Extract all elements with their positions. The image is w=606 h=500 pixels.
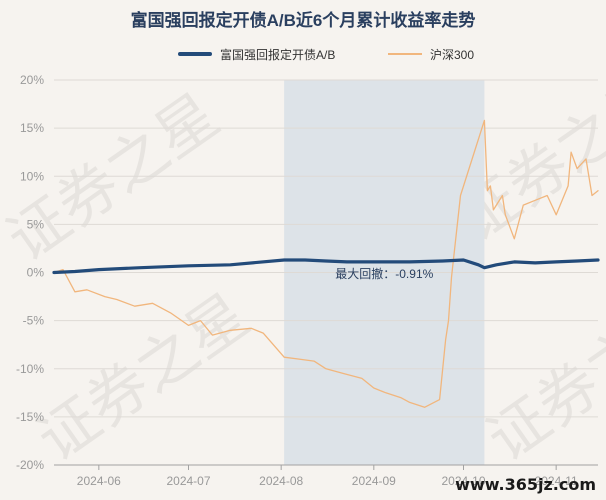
chart-title: 富国强回报定开债A/B近6个月累计收益率走势 [130,11,476,30]
y-tick-label: 15% [20,121,44,135]
y-tick-label: 5% [27,217,45,231]
x-tick-label: 2024-08 [259,474,303,488]
x-tick-label: 2024-07 [166,474,210,488]
x-tick-label: 2024-10 [441,474,485,488]
site-brand-text: www.365jz.com [455,475,596,494]
y-tick-label: 0% [27,266,45,280]
y-tick-label: -15% [16,410,44,424]
chart-legend: 富国强回报定开债A/B 沪深300 [0,44,606,64]
legend-item-index[interactable]: 沪深300 [388,44,474,64]
legend-label-fund: 富国强回报定开债A/B [220,47,336,62]
y-tick-label: -20% [16,458,44,472]
y-tick-label: -5% [23,314,45,328]
x-tick-label: 2024-09 [352,474,396,488]
legend-item-fund[interactable]: 富国强回报定开债A/B [178,44,335,64]
x-tick-label: 2024-06 [77,474,121,488]
y-tick-label: 10% [20,169,44,183]
y-tick-label: 20% [20,73,44,87]
legend-swatch-fund [178,52,212,56]
legend-swatch-index [388,53,422,55]
legend-label-index: 沪深300 [430,47,475,62]
max-drawdown-label: 最大回撤：-0.91% [335,266,433,281]
x-tick-label: 2024-11 [535,474,578,488]
series-line-fund [52,258,600,275]
y-tick-label: -10% [16,362,44,376]
series-line-index [53,119,599,408]
